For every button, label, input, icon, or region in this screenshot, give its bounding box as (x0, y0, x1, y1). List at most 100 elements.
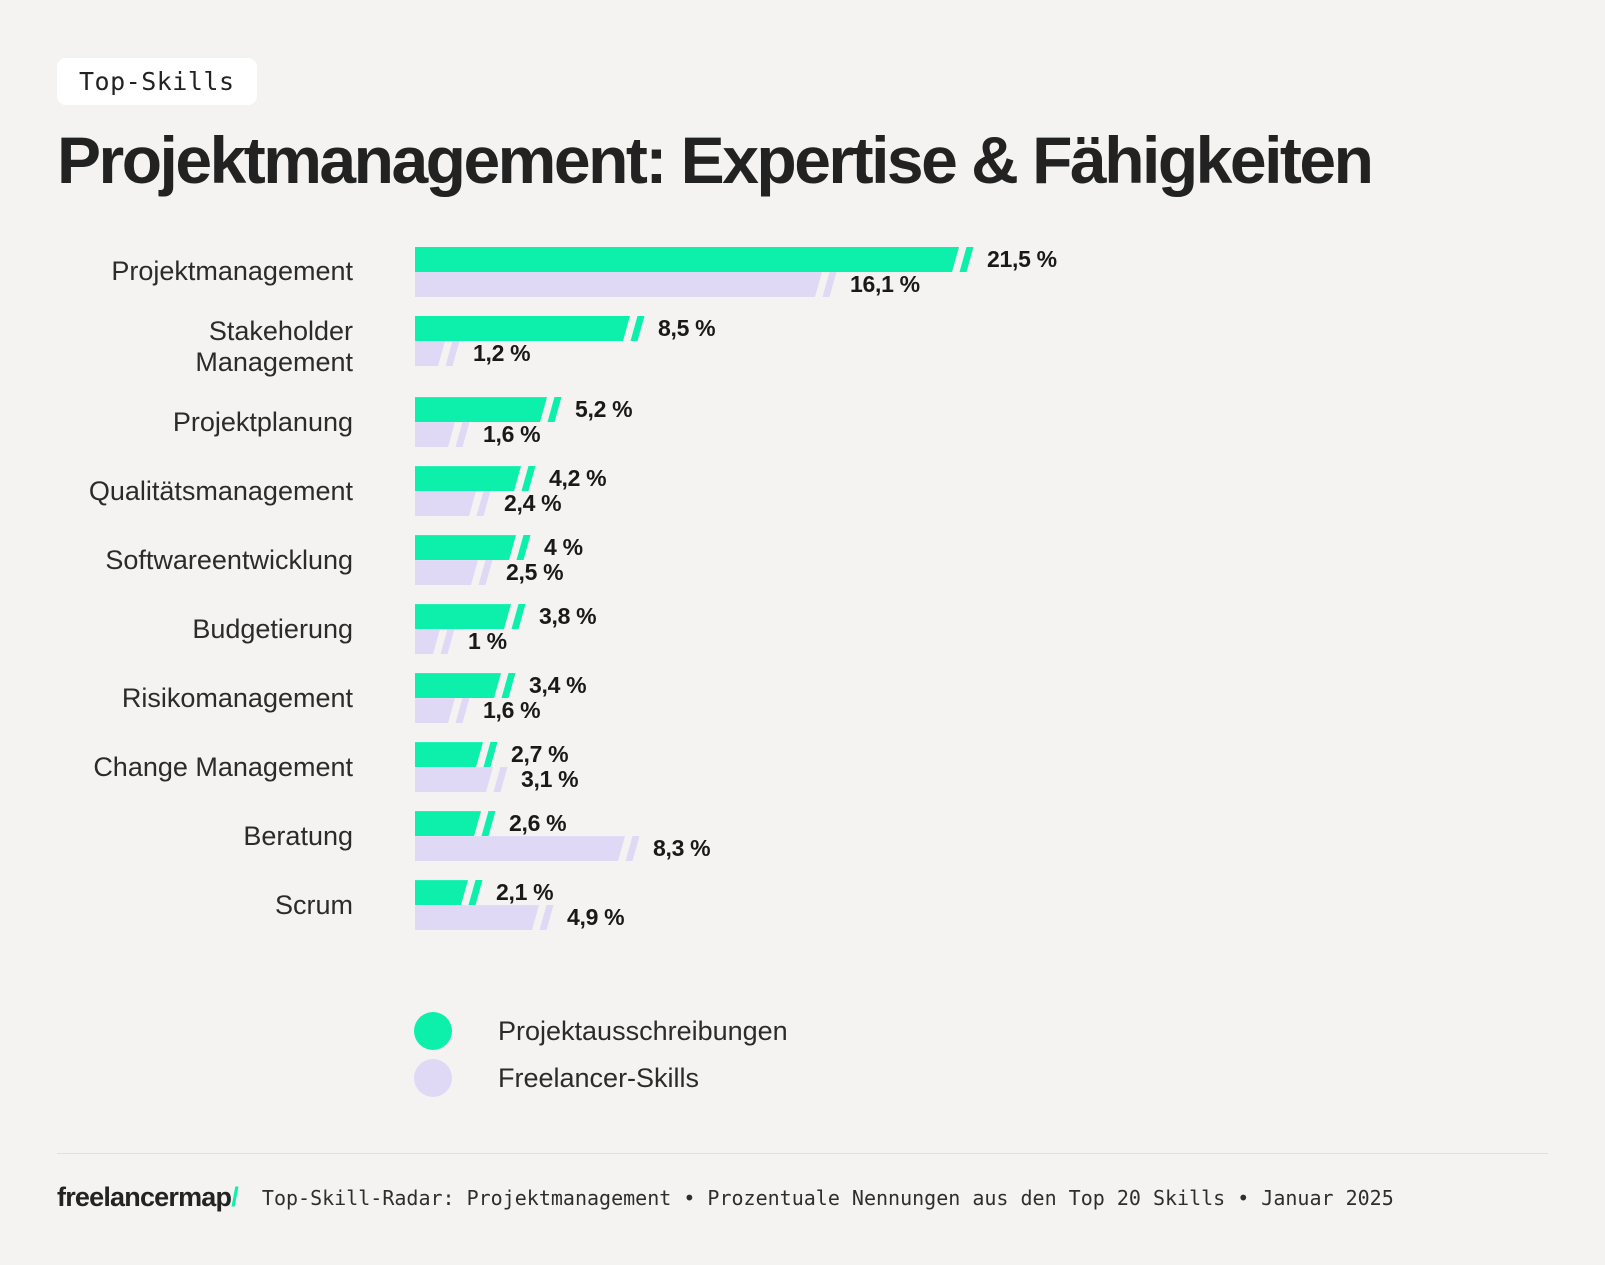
category-label: Scrum (274, 889, 353, 920)
bar-body (415, 811, 481, 836)
bar-tip-stripe-icon (493, 767, 508, 793)
chart-legend: Projektausschreibungen Freelancer-Skills (57, 1012, 1548, 1098)
bar-freelancer-skills: 8,3 % (415, 835, 711, 862)
chart-row: Budgetierung 3,8 % 1 % (57, 603, 1548, 655)
bar-value-label: 1,6 % (483, 697, 541, 724)
bar-body (415, 491, 476, 516)
bar-projektausschreibungen: 21,5 % (415, 246, 1057, 272)
legend-dot-lavender-icon (414, 1059, 452, 1098)
bar-body (415, 604, 511, 629)
bar-value-label: 4,9 % (567, 904, 625, 931)
bar-value-label: 1,6 % (483, 421, 541, 448)
category-label: Beratung (243, 820, 353, 851)
legend-item-freelancer-skills: Freelancer-Skills (414, 1059, 1548, 1098)
bar-projektausschreibungen: 3,4 % (415, 672, 587, 699)
bar-tip-stripe-icon (625, 836, 640, 862)
bar-tip-stripe-icon (481, 811, 496, 837)
legend-item-projektausschreibungen: Projektausschreibungen (414, 1012, 1548, 1051)
bar-value-label: 2,6 % (509, 810, 567, 837)
bar-value-label: 1 % (468, 628, 507, 655)
category-label: Stakeholder Management (195, 316, 353, 378)
chart-row: Projektplanung 5,2 % 1,6 % (57, 396, 1548, 448)
bar-freelancer-skills: 3,1 % (415, 766, 579, 793)
bar-tip-stripe-icon (455, 698, 470, 724)
category-label: Projektplanung (172, 406, 353, 437)
bar-body (415, 466, 521, 491)
bar-freelancer-skills: 2,5 % (415, 559, 583, 586)
bar-freelancer-skills: 1,2 % (415, 340, 715, 366)
chart-row: Stakeholder Management 8,5 % 1,2 % (57, 315, 1548, 378)
bar-value-label: 16,1 % (850, 271, 920, 297)
bar-projektausschreibungen: 4 % (415, 534, 583, 561)
bar-value-label: 8,3 % (653, 835, 711, 862)
bar-tip-stripe-icon (822, 272, 837, 297)
bar-freelancer-skills: 4,9 % (415, 904, 625, 931)
bar-tip-stripe-icon (547, 397, 562, 423)
bar-value-label: 3,1 % (521, 766, 579, 793)
category-label: Budgetierung (192, 613, 353, 644)
bar-body (415, 247, 959, 272)
bar-body (415, 341, 445, 366)
bar-projektausschreibungen: 4,2 % (415, 465, 607, 492)
bar-freelancer-skills: 1,6 % (415, 421, 632, 448)
bar-value-label: 3,4 % (529, 672, 587, 699)
bar-group: 21,5 % 16,1 % (415, 246, 1057, 297)
bar-projektausschreibungen: 5,2 % (415, 396, 633, 423)
bar-group: 3,4 % 1,6 % (415, 672, 587, 724)
bar-value-label: 3,8 % (539, 603, 597, 630)
bar-body (415, 673, 501, 698)
bar-group: 4 % 2,5 % (415, 534, 583, 586)
bar-chart: Projektmanagement 21,5 % 16,1 % Stakeholder… (57, 246, 1548, 931)
bar-body (415, 880, 468, 905)
bar-group: 2,7 % 3,1 % (415, 741, 579, 793)
bar-projektausschreibungen: 2,7 % (415, 741, 578, 768)
bar-tip-stripe-icon (521, 466, 536, 492)
bar-freelancer-skills: 16,1 % (415, 271, 1057, 297)
bar-group: 2,1 % 4,9 % (415, 879, 625, 931)
bar-value-label: 2,7 % (511, 741, 569, 768)
bar-body (415, 698, 455, 723)
chart-row: Projektmanagement 21,5 % 16,1 % (57, 246, 1548, 297)
bar-freelancer-skills: 1 % (415, 628, 596, 655)
footer-caption: Top-Skill-Radar: Projektmanagement • Pro… (261, 1185, 1394, 1210)
chart-row: Softwareentwicklung 4 % 2,5 % (57, 534, 1548, 586)
bar-body (415, 742, 483, 767)
bar-body (415, 767, 493, 792)
category-label: Change Management (93, 751, 353, 782)
category-label: Qualitätsmanagement (88, 475, 353, 506)
bar-value-label: 4 % (544, 534, 583, 561)
legend-label: Freelancer-Skills (498, 1062, 700, 1093)
bar-projektausschreibungen: 2,1 % (415, 879, 624, 906)
bar-value-label: 4,2 % (549, 465, 607, 492)
bar-tip-stripe-icon (630, 316, 645, 341)
chart-row: Qualitätsmanagement 4,2 % 2,4 % (57, 465, 1548, 517)
chart-row: Risikomanagement 3,4 % 1,6 % (57, 672, 1548, 724)
bar-tip-stripe-icon (959, 247, 974, 272)
bar-tip-stripe-icon (483, 742, 498, 768)
bar-group: 2,6 % 8,3 % (415, 810, 711, 862)
bar-projektausschreibungen: 8,5 % (415, 315, 716, 341)
bar-group: 8,5 % 1,2 % (415, 315, 716, 378)
bar-value-label: 2,1 % (496, 879, 554, 906)
category-label: Projektmanagement (111, 256, 353, 287)
footer-divider (57, 1153, 1548, 1155)
bar-body (415, 560, 478, 585)
bar-tip-stripe-icon (476, 491, 491, 517)
bar-body (415, 836, 625, 861)
bar-tip-stripe-icon (445, 341, 460, 366)
bar-group: 3,8 % 1 % (415, 603, 597, 655)
bar-projektausschreibungen: 2,6 % (415, 810, 710, 837)
logo-wordmark: freelancermap (57, 1182, 232, 1213)
chart-row: Change Management 2,7 % 3,1 % (57, 741, 1548, 793)
bar-value-label: 8,5 % (658, 315, 716, 341)
category-label: Risikomanagement (121, 682, 353, 713)
bar-group: 5,2 % 1,6 % (415, 396, 633, 448)
bar-tip-stripe-icon (478, 560, 493, 586)
bar-tip-stripe-icon (516, 535, 531, 561)
bar-tip-stripe-icon (539, 905, 554, 931)
bar-value-label: 5,2 % (575, 396, 633, 423)
logo-slash-icon: / (231, 1182, 238, 1213)
legend-dot-mint-icon (414, 1012, 452, 1051)
bar-freelancer-skills: 2,4 % (415, 490, 606, 517)
